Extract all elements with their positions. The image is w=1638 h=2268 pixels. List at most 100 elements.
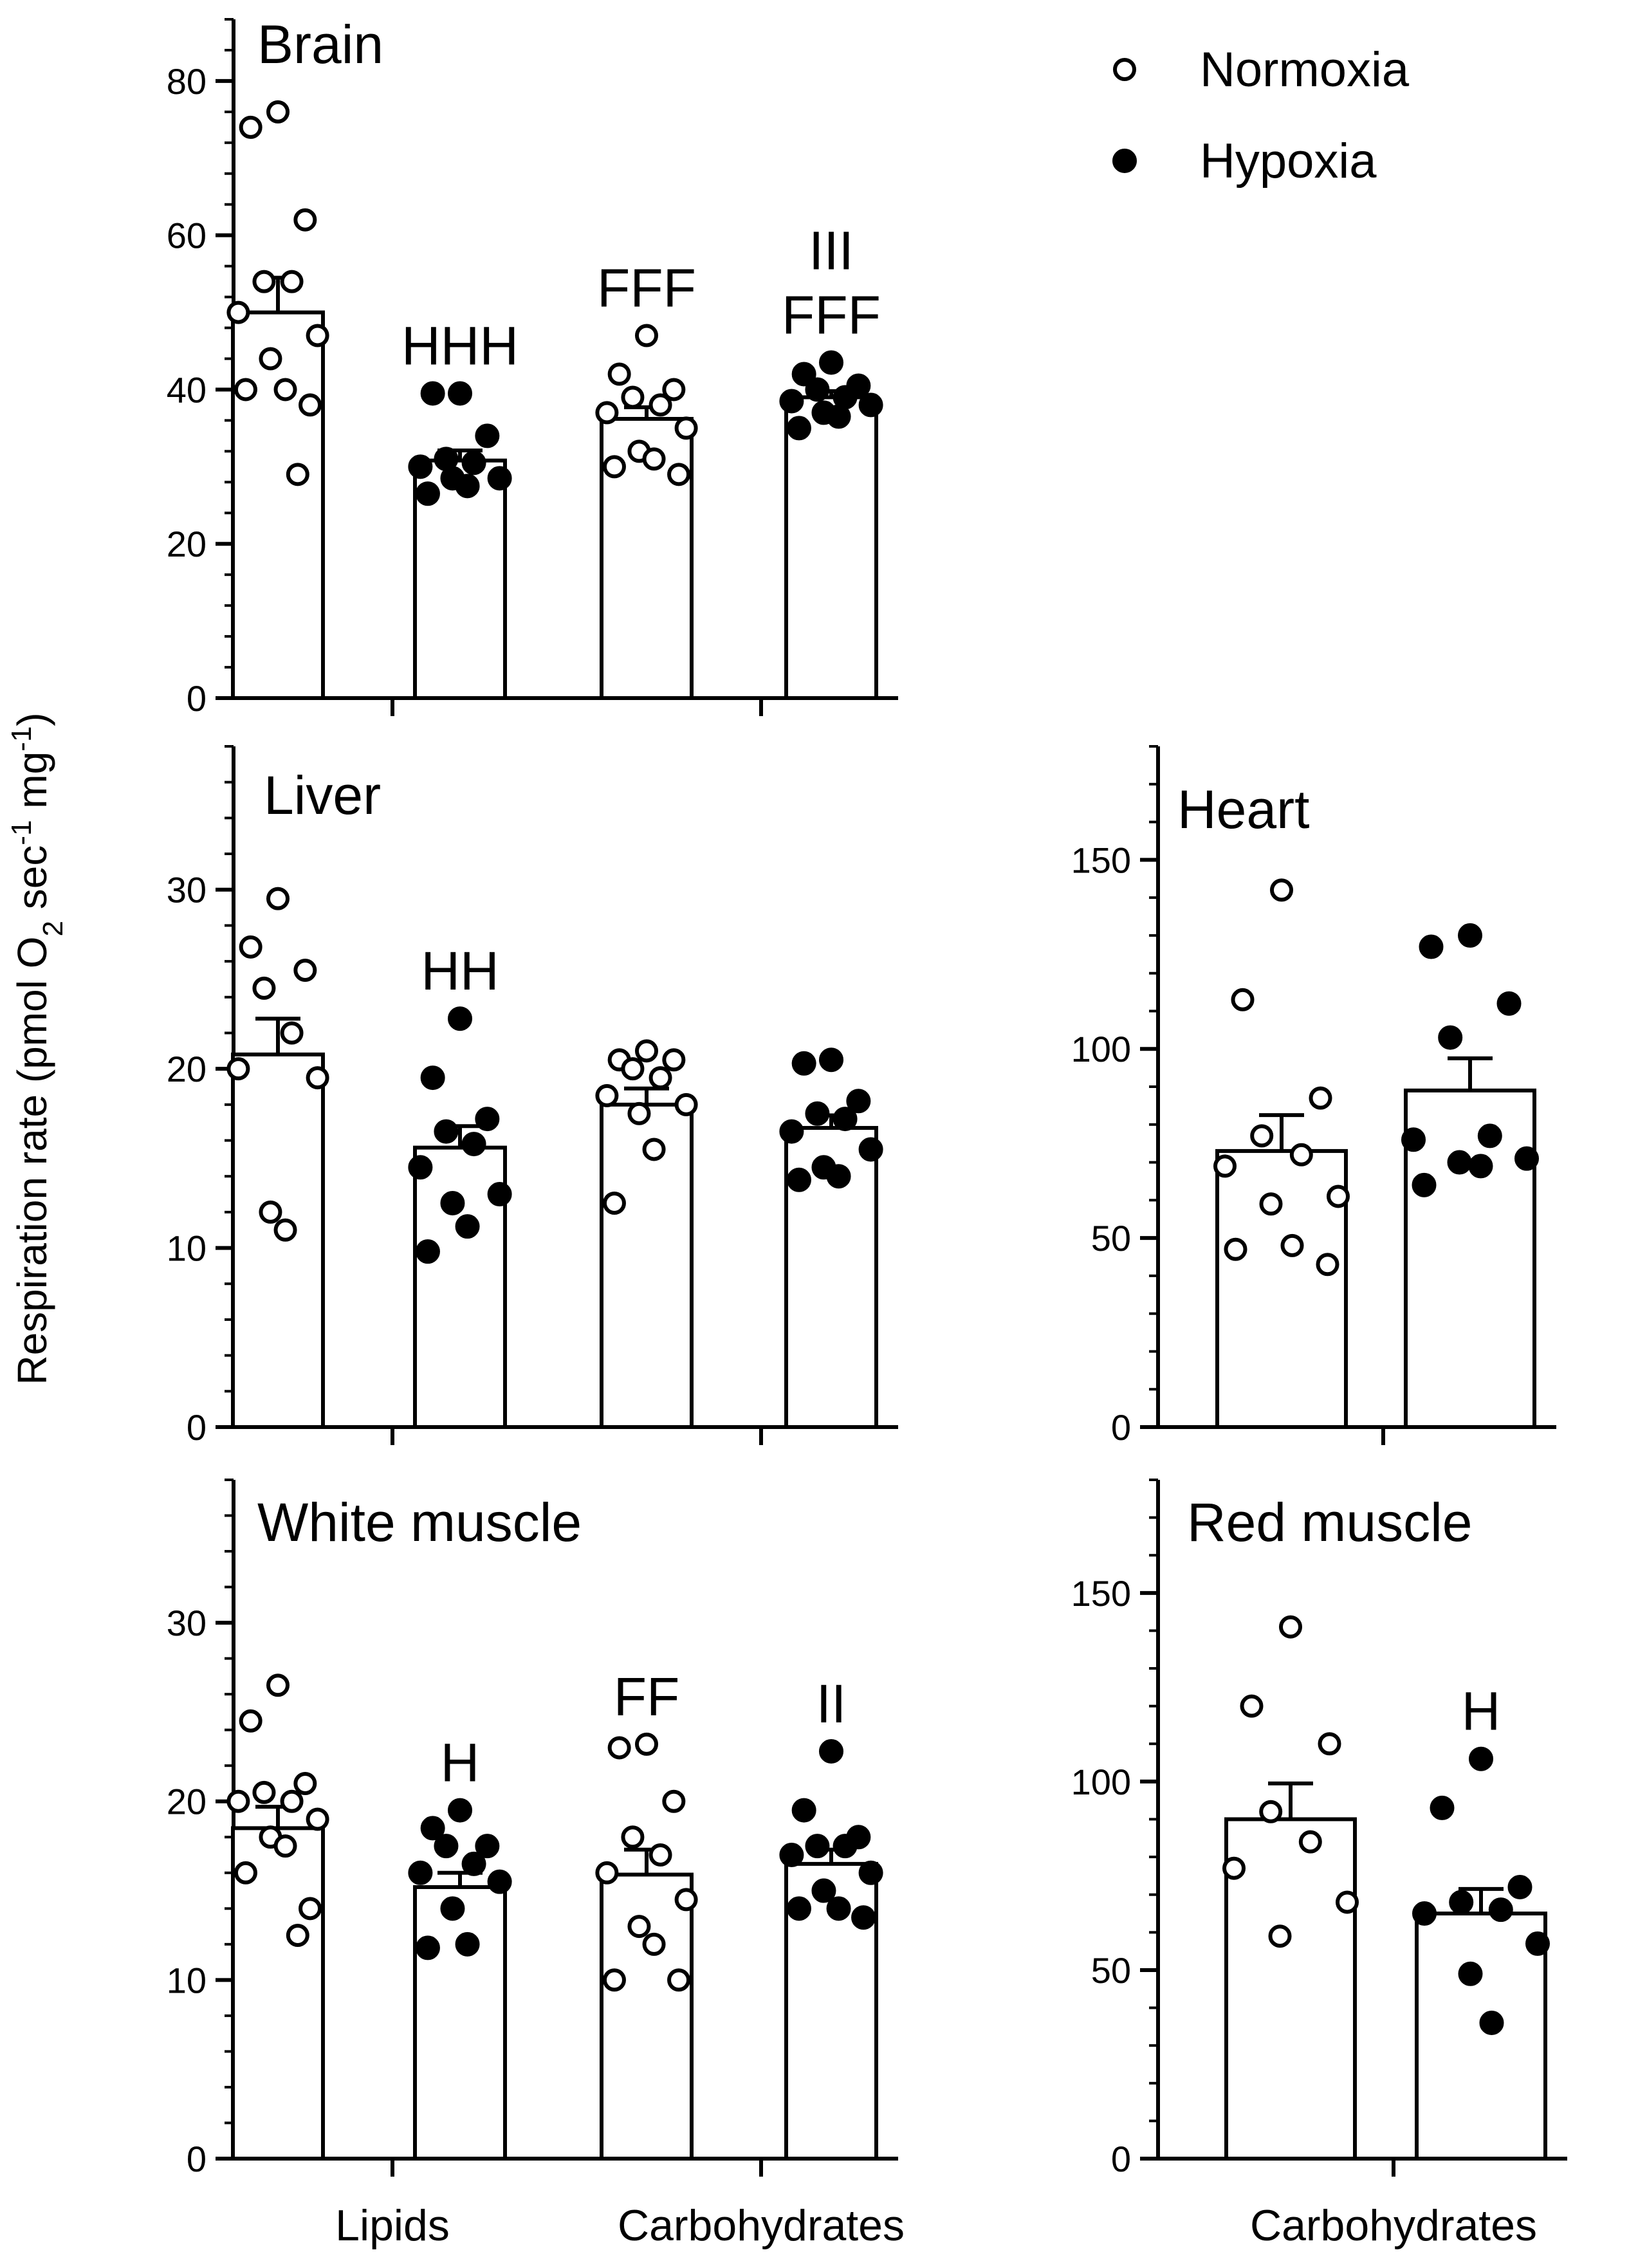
red-muscle-significance-label: H [1462,1681,1501,1742]
red-muscle-carbohydrates-hypoxia-bar [1415,1912,1547,2161]
brain-title: Brain [257,14,383,75]
heart-carbohydrates-hypoxia-point [1514,1146,1539,1171]
brain-lipids-normoxia-bar [231,310,325,700]
brain-tick-label: 80 [167,61,207,102]
white-muscle-tick-label: 30 [167,1603,207,1643]
brain-carbohydrates-hypoxia-point [779,389,804,414]
liver-lipids-hypoxia-point [408,1155,433,1180]
white-muscle-carbohydrates-normoxia-point [674,1888,698,1912]
white-muscle-lipids-normoxia-point [226,1789,250,1813]
legend-normoxia-marker [1113,58,1136,81]
heart-title: Heart [1177,779,1309,840]
brain-carbohydrates-normoxia-point [674,416,698,440]
red-muscle-carbohydrates-hypoxia-point [1488,1897,1513,1922]
liver-carbohydrates-normoxia-bar [600,1102,694,1430]
white-muscle-lipids-hypoxia-point [408,1860,433,1885]
liver-significance-label: HH [421,941,499,1001]
brain-carbohydrates-hypoxia-point [805,377,830,402]
brain-carbohydrates-normoxia-point [649,393,672,417]
x-label-lipids: Lipids [335,2201,450,2250]
legend-hypoxia-marker [1112,149,1137,173]
liver-carbohydrates-normoxia-point [627,1102,651,1125]
red-muscle-tick-label: 50 [1091,1950,1131,1991]
heart-carbohydrates-normoxia-point [1259,1192,1283,1216]
red-muscle-carbohydrates-hypoxia-point [1469,1746,1493,1771]
brain-lipids-normoxia-point [280,270,304,293]
y-axis-title-mid2: mg [9,751,55,820]
brain-carbohydrates-normoxia-point [667,463,691,486]
red-muscle-carbohydrates-hypoxia-point [1525,1931,1550,1956]
white-muscle-carbohydrates-normoxia-point [662,1789,686,1813]
brain-carbohydrates-normoxia-point [621,385,645,409]
heart-carbohydrates-normoxia-point [1316,1253,1339,1277]
brain-carbohydrates-normoxia-point [662,378,686,401]
panel-white-muscle: 0 10 20 30 White muscle H FF II [167,1479,898,2179]
liver-carbohydrates-normoxia-point [674,1093,698,1116]
white-muscle-lipids-hypoxia-point [487,1869,512,1894]
brain-lipids-normoxia-point [266,100,290,124]
red-muscle-carbohydrates-normoxia-point [1268,1924,1292,1948]
white-muscle-lipids-hypoxia-point [420,1816,445,1841]
heart-carbohydrates-hypoxia-point [1419,934,1444,959]
red-muscle-carbohydrates-normoxia-point [1279,1615,1302,1639]
white-muscle-carbohydrates-normoxia-point [602,1968,626,1992]
white-muscle-lipids-normoxia-point [280,1789,304,1813]
brain-lipids-hypoxia-point [408,454,433,479]
white-muscle-lipids-normoxia-point [299,1897,322,1921]
white-muscle-carbohydrates-hypoxia-point [819,1739,843,1764]
white-muscle-lipids-normoxia-point [293,1771,317,1795]
heart-tick-label: 0 [1111,1407,1131,1448]
liver-lipids-normoxia-point [226,1057,250,1081]
white-muscle-tick-label: 10 [167,1960,207,2000]
brain-lipids-hypoxia-point [415,481,440,506]
brain-carbohydrates-hypoxia-point [826,404,851,429]
liver-lipids-hypoxia-point [440,1190,465,1215]
liver-carbohydrates-hypoxia-point [826,1164,851,1189]
white-muscle-lipids-hypoxia-point [475,1834,500,1859]
white-muscle-significance-label: H [441,1733,480,1793]
white-muscle-significance-label: II [816,1673,847,1734]
liver-carbohydrates-hypoxia-point [791,1051,816,1076]
y-axis-title-sub: 2 [37,921,69,936]
brain-carbohydrates-normoxia-point [635,324,658,347]
white-muscle-carbohydrates-normoxia-point [607,1736,631,1760]
red-muscle-carbohydrates-normoxia-point [1298,1830,1322,1854]
panel-liver: 0 10 20 30 Liver HH [167,745,898,1448]
liver-carbohydrates-normoxia-point [642,1138,666,1161]
heart-tick-label: 100 [1071,1029,1131,1069]
white-muscle-carbohydrates-hypoxia-point [833,1834,858,1859]
brain-carbohydrates-normoxia-point [607,362,631,386]
brain-significance-label: III [809,220,854,281]
liver-lipids-normoxia-point [280,1021,304,1045]
white-muscle-title: White muscle [257,1492,582,1553]
heart-carbohydrates-hypoxia-point [1468,1154,1493,1179]
liver-carbohydrates-normoxia-point [649,1066,672,1090]
heart-carbohydrates-hypoxia-point [1496,991,1522,1016]
heart-carbohydrates-normoxia-point [1213,1154,1237,1178]
red-muscle-carbohydrates-normoxia-point [1259,1800,1283,1823]
brain-carbohydrates-hypoxia-point [786,416,811,441]
brain-lipids-normoxia-point [293,208,317,232]
brain-lipids-normoxia-point [286,463,309,486]
brain-carbohydrates-normoxia-point [602,455,626,479]
y-axis-title-main: Respiration rate (pmol O [9,936,55,1385]
white-muscle-carbohydrates-normoxia-point [642,1932,666,1956]
white-muscle-carbohydrates-hypoxia-point [826,1896,851,1921]
heart-carbohydrates-hypoxia-point [1401,1127,1426,1152]
liver-carbohydrates-normoxia-point [635,1039,658,1063]
liver-lipids-normoxia-point [259,1200,282,1224]
brain-lipids-hypoxia-point [448,381,472,406]
white-muscle-lipids-normoxia-point [286,1923,309,1947]
white-muscle-carbohydrates-hypoxia-point [851,1905,876,1930]
brain-lipids-hypoxia-point [461,450,486,475]
white-muscle-carbohydrates-normoxia-point [667,1968,691,1992]
heart-carbohydrates-hypoxia-point [1477,1123,1502,1148]
liver-lipids-normoxia-point [266,887,290,910]
heart-carbohydrates-hypoxia-point [1458,923,1482,948]
y-axis-title: Respiration rate (pmol O2 sec-1 mg-1) [6,712,69,1385]
brain-lipids-hypoxia-point [420,381,445,406]
liver-carbohydrates-hypoxia-point [846,1089,871,1114]
liver-carbohydrates-normoxia-point [621,1057,645,1081]
liver-carbohydrates-hypoxia-point [819,1047,843,1073]
